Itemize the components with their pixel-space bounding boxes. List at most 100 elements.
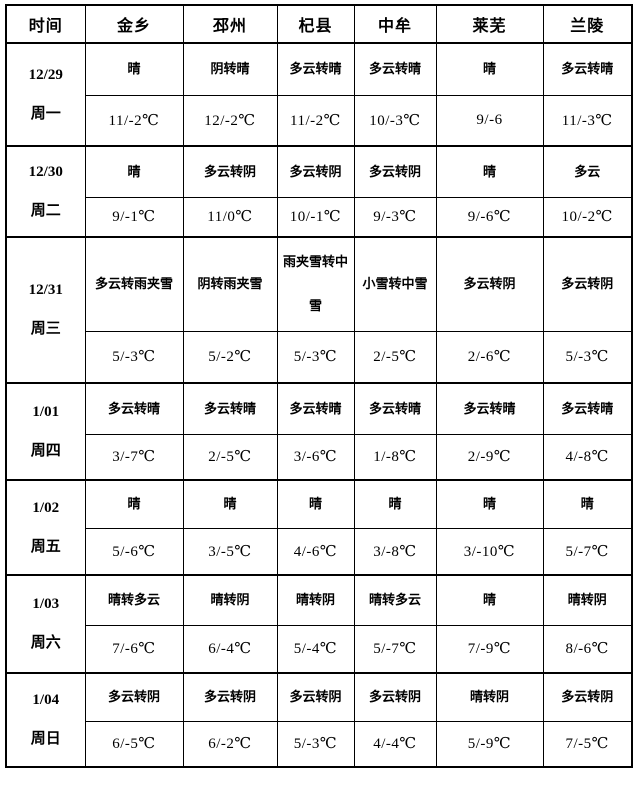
weather-cell: 多云转晴 xyxy=(353,42,437,96)
temp-cell: 4/-6℃ xyxy=(276,527,355,576)
temp-cell: 12/-2℃ xyxy=(182,94,278,147)
city-header-laiwu: 莱芜 xyxy=(435,4,544,44)
time-header: 时间 xyxy=(5,4,86,44)
date-label: 1/01 xyxy=(32,403,60,420)
temp-cell: 11/-2℃ xyxy=(84,94,184,147)
weather-cell: 晴 xyxy=(182,479,278,529)
weather-row: 1/01 周四 多云转晴 多云转晴 多云转晴 多云转晴 多云转晴 多云转晴 xyxy=(5,382,633,481)
weather-cell: 多云转晴 xyxy=(84,382,184,435)
weather-cell: 晴转多云 xyxy=(353,574,437,626)
weather-cell: 晴转阴 xyxy=(276,574,355,626)
weather-cell: 多云转阴 xyxy=(353,145,437,198)
temp-cell: 10/-3℃ xyxy=(353,94,437,147)
weather-row: 12/29 周一 晴 阴转晴 多云转晴 多云转晴 晴 多云转晴 xyxy=(5,42,633,147)
temp-cell: 5/-6℃ xyxy=(84,527,184,576)
weather-cell: 多云转阴 xyxy=(542,236,633,332)
weekday-label: 周五 xyxy=(30,538,61,555)
temp-cell: 6/-2℃ xyxy=(182,720,278,768)
weather-cell: 多云转晴 xyxy=(276,382,355,435)
temp-row: 7/-6℃ 6/-4℃ 5/-4℃ 5/-7℃ 7/-9℃ 8/-6℃ xyxy=(6,624,633,674)
temp-row: 5/-6℃ 3/-5℃ 4/-6℃ 3/-8℃ 3/-10℃ 5/-7℃ xyxy=(6,527,633,576)
weather-row: 12/30 周二 晴 多云转阴 多云转阴 多云转阴 晴 多云 xyxy=(5,145,633,238)
temp-cell: 5/-3℃ xyxy=(542,330,633,384)
date-label: 12/31 xyxy=(28,282,63,298)
temp-row: 9/-1℃ 11/0℃ 10/-1℃ 9/-3℃ 9/-6℃ 10/-2℃ xyxy=(6,196,633,238)
weather-cell: 晴转阴 xyxy=(542,574,633,626)
weather-cell: 晴 xyxy=(542,479,633,529)
temp-cell: 11/-2℃ xyxy=(276,94,355,147)
temp-row: 5/-3℃ 5/-2℃ 5/-3℃ 2/-5℃ 2/-6℃ 5/-3℃ xyxy=(6,330,633,384)
city-header-jinxiang: 金乡 xyxy=(84,4,184,44)
weather-cell: 多云转阴 xyxy=(276,145,355,198)
temp-cell: 5/-7℃ xyxy=(542,527,633,576)
date-cell: 1/04 周日 xyxy=(5,672,86,768)
weather-cell: 多云转阴 xyxy=(435,236,544,332)
weather-cell: 晴 xyxy=(435,574,544,626)
date-cell: 12/29 周一 xyxy=(5,42,86,147)
temp-cell: 7/-9℃ xyxy=(435,624,544,674)
date-label: 1/03 xyxy=(32,596,60,612)
weather-cell: 多云转晴 xyxy=(353,382,437,435)
city-header-lanling: 兰陵 xyxy=(542,4,633,44)
temp-cell: 3/-10℃ xyxy=(435,527,544,576)
temp-cell: 4/-4℃ xyxy=(353,720,437,768)
weather-cell: 多云转阴 xyxy=(542,672,633,722)
date-label: 1/04 xyxy=(32,692,60,708)
city-header-zhongmu: 中牟 xyxy=(353,4,437,44)
temp-cell: 5/-3℃ xyxy=(276,330,355,384)
temp-cell: 5/-9℃ xyxy=(435,720,544,768)
temp-cell: 5/-3℃ xyxy=(84,330,184,384)
temp-cell: 9/-6℃ xyxy=(435,196,544,238)
weather-cell: 晴 xyxy=(276,479,355,529)
weather-cell: 晴 xyxy=(353,479,437,529)
city-header-pizhou: 邳州 xyxy=(182,4,278,44)
weather-cell: 多云转晴 xyxy=(542,382,633,435)
date-cell: 12/31 周三 xyxy=(5,236,86,384)
temp-cell: 9/-1℃ xyxy=(84,196,184,238)
temp-cell: 8/-6℃ xyxy=(542,624,633,674)
weather-row: 1/03 周六 晴转多云 晴转阴 晴转阴 晴转多云 晴 晴转阴 xyxy=(5,574,633,674)
header-row: 时间 金乡 邳州 杞县 中牟 莱芜 兰陵 xyxy=(5,4,633,44)
weather-cell: 晴转多云 xyxy=(84,574,184,626)
weekday-label: 周一 xyxy=(30,105,61,122)
weather-cell: 多云转晴 xyxy=(276,42,355,96)
temp-cell: 2/-6℃ xyxy=(435,330,544,384)
weather-cell: 多云转晴 xyxy=(182,382,278,435)
weather-cell: 多云转晴 xyxy=(542,42,633,96)
temp-cell: 7/-5℃ xyxy=(542,720,633,768)
temp-cell: 11/0℃ xyxy=(182,196,278,238)
weather-cell: 多云 xyxy=(542,145,633,198)
temp-row: 3/-7℃ 2/-5℃ 3/-6℃ 1/-8℃ 2/-9℃ 4/-8℃ xyxy=(6,433,633,481)
weather-cell: 多云转阴 xyxy=(84,672,184,722)
temp-cell: 6/-4℃ xyxy=(182,624,278,674)
temp-cell: 5/-4℃ xyxy=(276,624,355,674)
weather-table: 时间 金乡 邳州 杞县 中牟 莱芜 兰陵 12/29 周一 晴 阴转晴 多云转晴… xyxy=(5,4,633,768)
weather-cell: 晴转阴 xyxy=(182,574,278,626)
weather-cell: 多云转阴 xyxy=(276,672,355,722)
temp-cell: 3/-8℃ xyxy=(353,527,437,576)
temp-cell: 9/-3℃ xyxy=(353,196,437,238)
date-cell: 1/02 周五 xyxy=(5,479,86,576)
date-cell: 12/30 周二 xyxy=(5,145,86,238)
temp-cell: 9/-6 xyxy=(435,94,544,147)
city-header-qixian: 杞县 xyxy=(276,4,355,44)
temp-cell: 7/-6℃ xyxy=(84,624,184,674)
weekday-label: 周四 xyxy=(30,442,61,459)
weather-cell: 晴 xyxy=(84,145,184,198)
temp-cell: 6/-5℃ xyxy=(84,720,184,768)
date-cell: 1/03 周六 xyxy=(5,574,86,674)
temp-cell: 5/-2℃ xyxy=(182,330,278,384)
temp-cell: 10/-1℃ xyxy=(276,196,355,238)
weather-cell: 小雪转中雪 xyxy=(353,236,437,332)
weather-cell: 晴转阴 xyxy=(435,672,544,722)
temp-cell: 4/-8℃ xyxy=(542,433,633,481)
date-label: 12/30 xyxy=(28,163,63,180)
weather-cell: 晴 xyxy=(84,479,184,529)
date-label: 12/29 xyxy=(28,66,63,83)
weekday-label: 周六 xyxy=(30,635,61,651)
temp-cell: 2/-5℃ xyxy=(182,433,278,481)
temp-cell: 3/-7℃ xyxy=(84,433,184,481)
weather-cell: 多云转阴 xyxy=(353,672,437,722)
weather-row: 1/04 周日 多云转阴 多云转阴 多云转阴 多云转阴 晴转阴 多云转阴 xyxy=(5,672,633,768)
